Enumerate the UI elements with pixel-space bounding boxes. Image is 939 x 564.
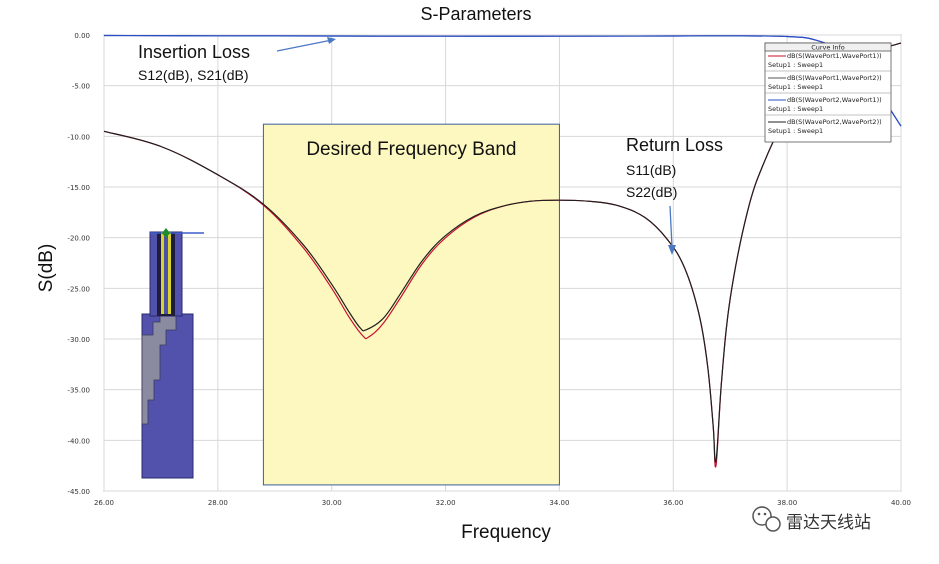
y-tick-label: -10.00 bbox=[67, 133, 90, 141]
desired-frequency-band bbox=[262, 123, 560, 486]
antenna-cross-section-image bbox=[141, 228, 204, 479]
y-tick-label: -30.00 bbox=[67, 336, 90, 344]
return-loss-s11: S11(dB) bbox=[626, 162, 676, 178]
legend-entry-setup: Setup1 : Sweep1 bbox=[768, 61, 823, 69]
return-loss-s22: S22(dB) bbox=[626, 184, 677, 200]
series-line-2 bbox=[103, 42, 902, 463]
watermark: 雷达天线站 bbox=[752, 506, 871, 532]
return-loss-label: Return Loss bbox=[626, 135, 723, 155]
x-tick-label: 40.00 bbox=[891, 499, 911, 507]
insertion-loss-arrow bbox=[276, 37, 336, 52]
y-tick-label: 0.00 bbox=[74, 32, 90, 40]
x-tick-label: 30.00 bbox=[322, 499, 342, 507]
x-tick-label: 38.00 bbox=[777, 499, 797, 507]
return-loss-arrow bbox=[668, 205, 676, 255]
band-label: Desired Frequency Band bbox=[306, 139, 516, 160]
y-tick-label: -40.00 bbox=[67, 437, 90, 445]
wechat-icon bbox=[752, 506, 781, 532]
x-tick-label: 34.00 bbox=[549, 499, 569, 507]
y-tick-label: -45.00 bbox=[67, 488, 90, 496]
chart-title: S-Parameters bbox=[420, 4, 531, 24]
legend-entry-setup: Setup1 : Sweep1 bbox=[768, 83, 823, 91]
y-tick-labels: 0.00 -5.00 -10.00 -15.00 -20.00 -25.00 -30.00 -… bbox=[67, 32, 90, 496]
legend-title: Curve Info bbox=[811, 44, 845, 52]
y-tick-label: -25.00 bbox=[67, 285, 90, 293]
legend: Curve Info dB(S(WavePort1,WavePort1))Set… bbox=[764, 42, 892, 143]
x-axis-label: Frequency bbox=[461, 522, 551, 543]
insertion-loss-sublabel: S12(dB), S21(dB) bbox=[138, 67, 249, 83]
watermark-text: 雷达天线站 bbox=[786, 513, 871, 532]
legend-entry-name: dB(S(WavePort1,WavePort1)) bbox=[787, 52, 882, 60]
legend-entry-setup: Setup1 : Sweep1 bbox=[768, 127, 823, 135]
legend-entry-name: dB(S(WavePort2,WavePort2)) bbox=[787, 118, 882, 126]
legend-entry-setup: Setup1 : Sweep1 bbox=[768, 105, 823, 113]
x-tick-label: 36.00 bbox=[663, 499, 683, 507]
legend-entry-name: dB(S(WavePort2,WavePort1)) bbox=[787, 96, 882, 104]
x-tick-labels: 26.00 28.00 30.00 32.00 34.00 36.00 38.00 40.00 bbox=[94, 499, 911, 507]
y-tick-label: -5.00 bbox=[72, 83, 90, 91]
x-tick-label: 28.00 bbox=[208, 499, 228, 507]
insertion-loss-label: Insertion Loss bbox=[138, 42, 250, 62]
y-tick-label: -35.00 bbox=[67, 387, 90, 395]
y-axis-label: S(dB) bbox=[36, 244, 57, 293]
y-tick-label: -15.00 bbox=[67, 184, 90, 192]
legend-entry-name: dB(S(WavePort1,WavePort2)) bbox=[787, 74, 882, 82]
grid bbox=[103, 34, 902, 492]
x-tick-label: 26.00 bbox=[94, 499, 114, 507]
y-tick-label: -20.00 bbox=[67, 235, 90, 243]
x-tick-label: 32.00 bbox=[436, 499, 456, 507]
